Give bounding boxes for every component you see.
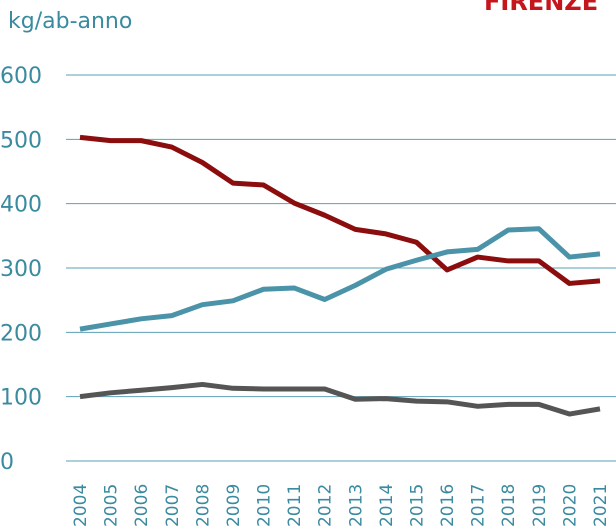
x-tick-label: 2020 bbox=[560, 484, 580, 527]
x-tick-label: 2016 bbox=[438, 484, 458, 527]
chart-title: FIRENZE bbox=[484, 0, 598, 16]
line bbox=[79, 226, 601, 332]
y-tick-label: 0 bbox=[0, 450, 14, 475]
y-tick-label: 500 bbox=[0, 128, 42, 153]
x-tick-label: 2005 bbox=[102, 484, 122, 527]
x-tick-label: 2008 bbox=[193, 484, 213, 527]
y-tick-label: 100 bbox=[0, 386, 42, 411]
x-tick-label: 2004 bbox=[71, 484, 91, 527]
x-tick-label: 2009 bbox=[224, 484, 244, 527]
x-tick-label: 2014 bbox=[377, 484, 397, 527]
x-tick-label: 2010 bbox=[255, 484, 275, 527]
y-tick-label: 600 bbox=[0, 64, 42, 89]
y-tick-label: 200 bbox=[0, 321, 42, 346]
x-tick-label: 2006 bbox=[132, 484, 152, 527]
x-tick-label: 2017 bbox=[469, 484, 489, 527]
line bbox=[79, 134, 601, 286]
x-tick-label: 2007 bbox=[163, 484, 183, 527]
x-tick-label: 2013 bbox=[346, 484, 366, 527]
x-tick-label: 2012 bbox=[316, 484, 336, 527]
x-tick-label: 2015 bbox=[407, 484, 427, 527]
x-tick-label: 2021 bbox=[591, 484, 611, 527]
x-tick-label: 2019 bbox=[530, 484, 550, 527]
y-axis-label: kg/ab-anno bbox=[8, 9, 132, 34]
x-tick-label: 2011 bbox=[285, 484, 305, 527]
x-tick-label: 2018 bbox=[499, 484, 519, 527]
y-tick-label: 400 bbox=[0, 193, 42, 218]
line bbox=[79, 381, 601, 417]
y-tick-label: 300 bbox=[0, 257, 42, 282]
